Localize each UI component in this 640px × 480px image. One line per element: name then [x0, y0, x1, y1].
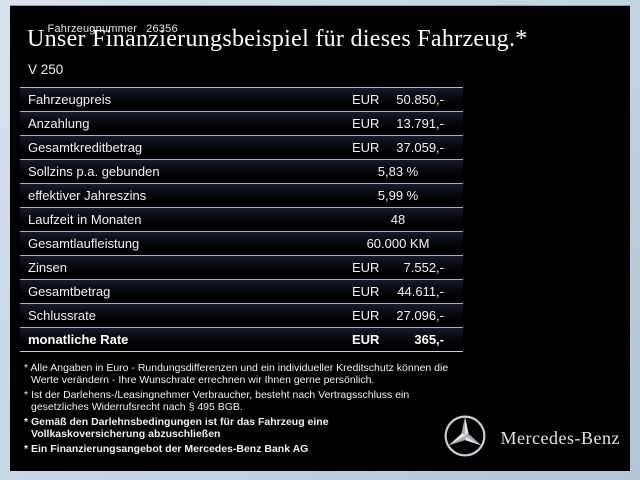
row-value: 5,99 % [377, 188, 419, 203]
vehicle-number-label: Fahrzeugnummer [47, 23, 138, 35]
currency-label: EUR [352, 260, 380, 275]
table-row: effektiver Jahreszins 5,99 % [20, 184, 463, 208]
row-value: 60.000 KM [366, 236, 430, 251]
vehicle-model: V 250 [28, 62, 64, 77]
vehicle-number: Fahrzeugnummer 26356 [28, 11, 178, 47]
table-row: Schlussrate EUR 27.096,- [20, 304, 463, 328]
footnote-line: * Ist der Darlehens-/Leasingnehmer Verbr… [24, 389, 410, 401]
page-title: Unser Finanzierungsbeispiel für dieses F… [27, 26, 528, 52]
row-value: 50.850,- [396, 92, 444, 107]
table-row: Sollzins p.a. gebunden 5,83 % [20, 160, 463, 184]
footnote-line: * Gemäß den Darlehnsbedingungen ist für … [24, 416, 329, 428]
row-label: Sollzins p.a. gebunden [28, 164, 160, 179]
currency-label: EUR [352, 332, 380, 347]
row-label: Gesamtkreditbetrag [28, 140, 143, 155]
currency-label: EUR [352, 140, 380, 155]
row-label: effektiver Jahreszins [28, 188, 147, 203]
table-row: Laufzeit in Monaten 48 [20, 208, 463, 232]
row-label: Gesamtlaufleistung [28, 236, 140, 251]
row-label: Zinsen [28, 260, 68, 275]
table-row: Anzahlung EUR 13.791,- [20, 112, 463, 136]
footnotes: * Alle Angaben in Euro - Rundungsdiffere… [24, 362, 464, 460]
row-value: 13.791,- [396, 116, 444, 131]
footnote-line: gesetzliches Widerrufsrecht nach § 495 B… [31, 400, 243, 413]
table-row-monthly-rate: monatliche Rate EUR 365,- [20, 328, 463, 352]
currency-label: EUR [352, 116, 380, 131]
footnote-withdrawal-right: * Ist der Darlehens-/Leasingnehmer Verbr… [24, 389, 464, 413]
row-label: Laufzeit in Monaten [28, 212, 142, 227]
row-label: Gesamtbetrag [28, 284, 111, 299]
row-value: 5,83 % [377, 164, 419, 179]
footnote-line: Vollkaskoversicherung abzuschließen [31, 427, 221, 440]
row-value: 7.552,- [403, 260, 444, 275]
table-row: Gesamtkreditbetrag EUR 37.059,- [20, 136, 463, 160]
row-label: Anzahlung [28, 116, 90, 131]
currency-label: EUR [352, 284, 380, 299]
table-row: Gesamtbetrag EUR 44.611,- [20, 280, 463, 304]
row-value: 44.611,- [397, 284, 444, 299]
footnote-line: * Alle Angaben in Euro - Rundungsdiffere… [24, 362, 449, 374]
finance-panel: Fahrzeugnummer 26356 Unser Finanzierungsb… [10, 5, 630, 471]
table-row: Zinsen EUR 7.552,- [20, 256, 463, 280]
row-label: monatliche Rate [28, 332, 129, 347]
row-value: 37.059,- [396, 140, 444, 155]
footnote-bank-offer: * Ein Finanzierungsangebot der Mercedes-… [24, 443, 464, 456]
mercedes-benz-logo: Mercedes-Benz [443, 414, 620, 463]
currency-label: EUR [352, 308, 380, 323]
mercedes-star-icon [443, 414, 487, 463]
row-value: 365,- [414, 332, 444, 347]
row-value: 27.096,- [396, 308, 444, 323]
row-label: Fahrzeugpreis [28, 92, 112, 107]
currency-label: EUR [352, 92, 380, 107]
finance-table: Fahrzeugpreis EUR 50.850,- Anzahlung EUR 1… [20, 87, 463, 352]
footnote-insurance: * Gemäß den Darlehnsbedingungen ist für … [24, 416, 464, 440]
row-value: 48 [390, 212, 406, 227]
row-label: Schlussrate [28, 308, 96, 323]
table-row: Gesamtlaufleistung 60.000 KM [20, 232, 463, 256]
footnote-line: * Ein Finanzierungsangebot der Mercedes-… [24, 443, 309, 455]
footnote-line: Werte verändern - Ihre Wunschrate errech… [31, 373, 375, 386]
footnote-rounding: * Alle Angaben in Euro - Rundungsdiffere… [24, 362, 464, 386]
brand-wordmark: Mercedes-Benz [500, 428, 620, 448]
vehicle-number-value: 26356 [146, 23, 178, 35]
table-row: Fahrzeugpreis EUR 50.850,- [20, 88, 463, 112]
